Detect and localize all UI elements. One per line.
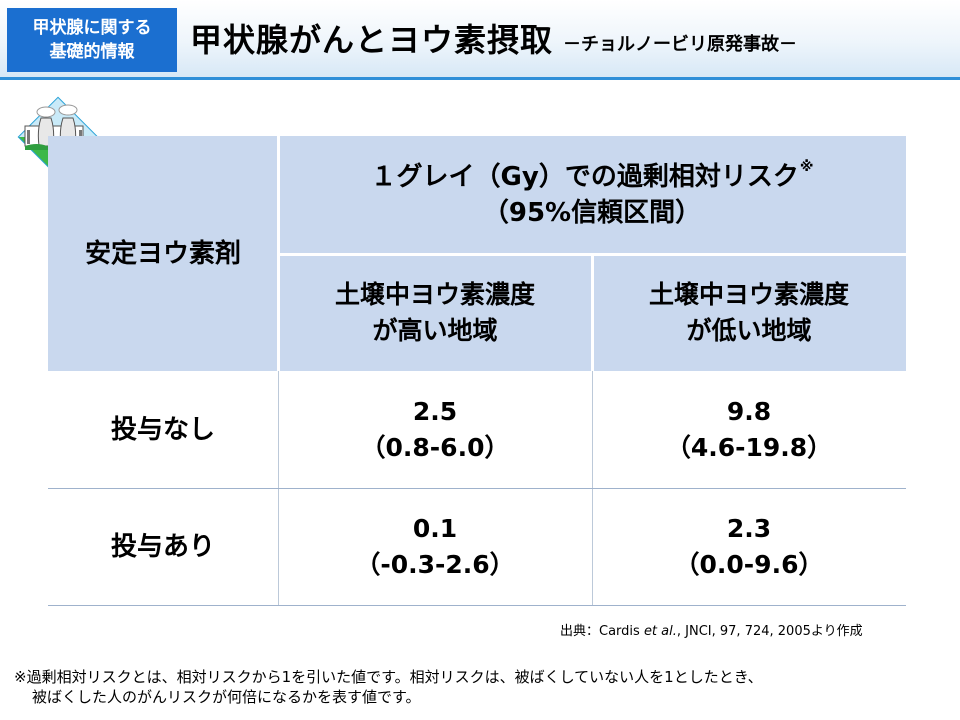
col-header-high: 土壌中ヨウ素濃度 が高い地域 <box>278 254 592 371</box>
divider <box>278 253 906 256</box>
badge-line1: 甲状腺に関する <box>32 18 152 38</box>
category-badge: 甲状腺に関する 基礎的情報 <box>7 8 177 72</box>
source-citation: 出典：Cardis et al., JNCI, 97, 724, 2005より作… <box>560 620 920 639</box>
col-high-line1: 土壌中ヨウ素濃度 <box>334 279 535 309</box>
col-high-line2: が高い地域 <box>372 315 498 345</box>
col-low-line1: 土壌中ヨウ素濃度 <box>648 279 849 309</box>
top-header-line2: （95%信頼区間） <box>482 198 702 228</box>
top-header-cell: １グレイ（Gy）での過剰相対リスク※ （95%信頼区間） <box>278 136 906 254</box>
footnote-line2: 被ばくした人のがんリスクが何倍になるかを表す値です。 <box>32 688 421 706</box>
cell-given-high: 0.1 （-0.3-2.6） <box>278 488 592 606</box>
source-suffix: , JNCI, 97, 724, 2005より作成 <box>676 624 863 639</box>
value-text: 9.8 <box>726 396 772 426</box>
value-text: 0.1 <box>412 514 458 543</box>
row-label-text: 投与あり <box>110 532 215 562</box>
cell-none-low: 9.8 （4.6-19.8） <box>592 371 906 488</box>
col-low-line2: が低い地域 <box>686 315 812 345</box>
cell-none-high: 2.5 （0.8-6.0） <box>278 371 592 488</box>
note-mark: ※ <box>799 159 814 175</box>
ci-text: （-0.3-2.6） <box>355 550 515 579</box>
row-header-cell: 安定ヨウ素剤 <box>48 136 278 371</box>
footnote: ※過剰相対リスクとは、相対リスクから1を引いた値です。相対リスクは、被ばくしてい… <box>14 667 954 707</box>
badge-line2: 基礎的情報 <box>49 42 135 62</box>
ci-text: （0.8-6.0） <box>360 432 510 462</box>
row-label-text: 投与なし <box>110 414 215 445</box>
slide-title: 甲状腺がんとヨウ素摂取 <box>190 21 554 59</box>
slide-header: 甲状腺に関する 基礎的情報 甲状腺がんとヨウ素摂取 －チョルノービリ原発事故－ <box>0 0 960 80</box>
row-header-label: 安定ヨウ素剤 <box>84 238 241 269</box>
risk-table: 安定ヨウ素剤 １グレイ（Gy）での過剰相対リスク※ （95%信頼区間） 土壌中ヨ… <box>48 136 906 606</box>
value-text: 2.3 <box>726 514 772 543</box>
title-area: 甲状腺がんとヨウ素摂取 －チョルノービリ原発事故－ <box>190 12 797 64</box>
divider <box>48 605 906 606</box>
cell-given-low: 2.3 （0.0-9.6） <box>592 488 906 606</box>
value-text: 2.5 <box>412 396 458 426</box>
source-prefix: 出典：Cardis <box>560 624 644 639</box>
source-etal: et al. <box>643 624 677 639</box>
divider <box>48 488 906 489</box>
ci-text: （0.0-9.6） <box>674 550 824 579</box>
footnote-line1: ※過剰相対リスクとは、相対リスクから1を引いた値です。相対リスクは、被ばくしてい… <box>14 668 763 686</box>
top-header-line1: １グレイ（Gy）での過剰相対リスク※ <box>370 159 814 192</box>
ci-text: （4.6-19.8） <box>665 432 833 462</box>
row-label-none: 投与なし <box>48 371 278 488</box>
col-header-low: 土壌中ヨウ素濃度 が低い地域 <box>592 254 906 371</box>
divider <box>591 254 594 371</box>
slide-subtitle: －チョルノービリ原発事故－ <box>563 34 798 55</box>
row-label-given: 投与あり <box>48 488 278 606</box>
